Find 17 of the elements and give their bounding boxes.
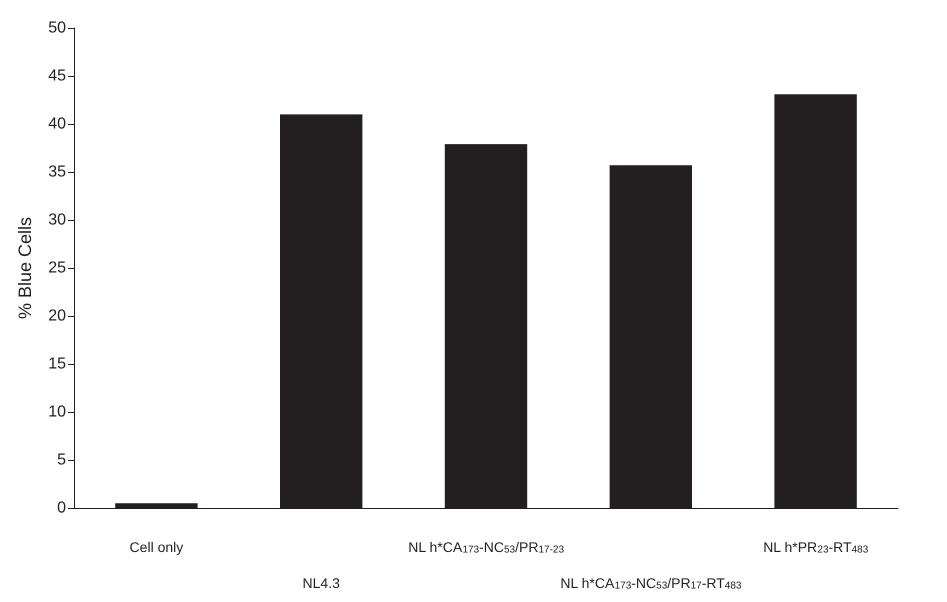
y-tick-label: 50 bbox=[48, 20, 66, 36]
y-tick-label: 0 bbox=[57, 500, 66, 516]
y-tick-label: 45 bbox=[48, 68, 66, 84]
y-tick-label: 20 bbox=[48, 308, 66, 324]
y-tick-label: 10 bbox=[48, 404, 66, 420]
x-tick-label: Cell only bbox=[130, 539, 184, 555]
x-tick-label: NL h*PR23-RT483 bbox=[763, 539, 869, 556]
y-tick-label: 25 bbox=[48, 260, 66, 276]
y-axis-title: % Blue Cells bbox=[15, 216, 35, 320]
y-tick-label: 15 bbox=[48, 356, 66, 372]
y-tick-label: 35 bbox=[48, 164, 66, 180]
x-tick-label: NL h*CA173-NC53/PR17-RT483 bbox=[560, 575, 742, 592]
x-tick-label: NL h*CA173-NC53/PR17-23 bbox=[408, 539, 564, 556]
y-tick-label: 5 bbox=[57, 452, 66, 468]
x-tick-label: NL4.3 bbox=[302, 575, 340, 591]
y-tick-label: 40 bbox=[48, 116, 66, 132]
y-tick-label: 30 bbox=[48, 212, 66, 228]
